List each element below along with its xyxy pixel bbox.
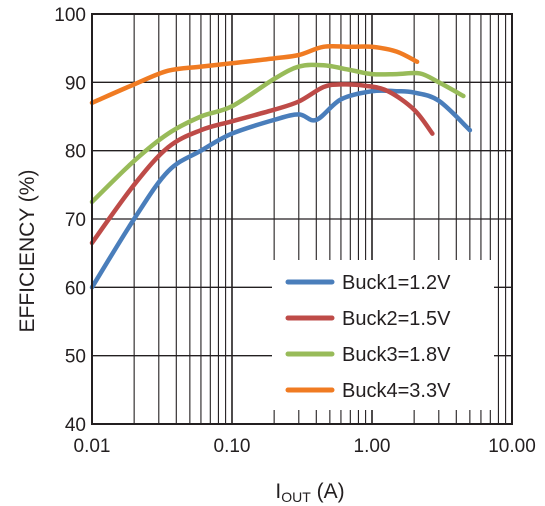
legend-box [272,260,494,410]
x-tick-label: 0.10 [214,436,251,457]
x-tick-label: 10.00 [488,436,536,457]
y-tick-label: 60 [65,278,86,299]
legend-label-buck3: Buck3=1.8V [342,344,451,366]
legend-label-buck1: Buck1=1.2V [342,272,451,294]
y-tick-label: 90 [65,73,86,94]
y-tick-label: 50 [65,347,86,368]
y-axis-label: EFFICIENCY (%) [16,170,39,333]
y-tick-labels: 40 50 60 70 80 90 100 [54,5,86,436]
series-line-buck4 [89,43,420,106]
x-axis-label-subscript: OUT [281,489,311,505]
y-tick-label: 70 [65,210,86,231]
x-tick-label: 1.00 [354,436,391,457]
x-tick-labels: 0.01 0.10 1.00 10.00 [74,436,536,457]
series-line-buck3 [89,62,466,205]
series-line-buck1 [89,88,473,290]
y-tick-label: 100 [54,5,86,26]
y-tick-label: 80 [65,142,86,163]
legend-label-buck2: Buck2=1.5V [342,308,451,330]
x-axis-label-unit: (A) [311,480,345,503]
series-line-buck2 [89,82,435,246]
x-tick-label: 0.01 [74,436,111,457]
x-axis-label: IOUT (A) [275,480,344,505]
y-tick-label: 40 [65,415,86,436]
series-lines [89,43,473,290]
x-axis-label-main: I [275,480,281,503]
legend-label-buck4: Buck4=3.3V [342,380,451,402]
plot-frame [91,13,513,425]
legend: Buck1=1.2V Buck2=1.5V Buck3=1.8V Buck4=3.3V [272,260,494,410]
